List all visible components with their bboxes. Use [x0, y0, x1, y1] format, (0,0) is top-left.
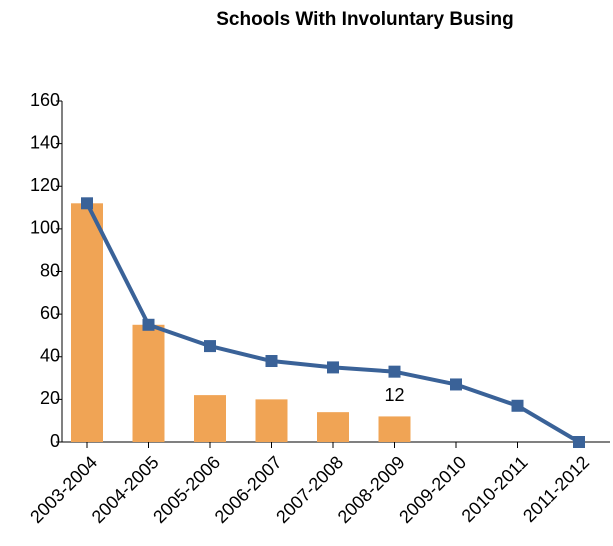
marker	[388, 365, 401, 378]
x-tick-label: 2010-2011	[458, 452, 532, 526]
y-tick-label: 100	[30, 218, 60, 238]
y-tick-label: 0	[50, 431, 60, 451]
data-label: 12	[384, 385, 404, 405]
bar	[194, 395, 226, 442]
bar	[255, 399, 288, 442]
y-tick-label: 40	[40, 346, 60, 366]
marker	[265, 355, 278, 368]
x-tick-label: 2009-2010	[395, 452, 470, 527]
y-tick-label: 140	[30, 132, 60, 152]
marker	[450, 378, 462, 391]
marker	[142, 318, 155, 331]
y-tick-label: 120	[30, 175, 60, 195]
marker	[573, 436, 585, 448]
bar	[132, 324, 165, 442]
chart-title: Schools With Involuntary Busing	[216, 9, 514, 30]
y-tick-label: 60	[40, 303, 60, 323]
y-tick-label: 20	[40, 388, 60, 408]
x-tick-label: 2011-2012	[519, 452, 593, 526]
y-tick-label: 160	[30, 90, 60, 110]
y-tick-label: 80	[40, 260, 60, 280]
bar	[317, 412, 349, 442]
bar	[378, 416, 411, 442]
bar	[71, 203, 103, 442]
marker	[81, 197, 93, 210]
marker	[511, 399, 524, 412]
marker	[204, 340, 216, 353]
marker	[327, 361, 339, 374]
